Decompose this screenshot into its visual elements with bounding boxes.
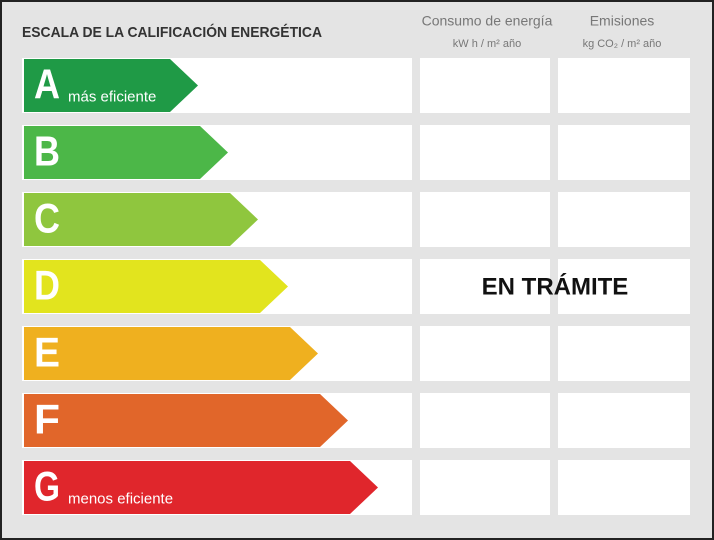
rating-arrow: [24, 260, 288, 313]
cell: [558, 125, 690, 180]
rating-letter: F: [34, 396, 60, 443]
column-unit: kW h / m² año: [453, 38, 521, 50]
status: EN TRÁMITE: [482, 272, 629, 300]
rating-arrow: [24, 327, 318, 380]
title: ESCALA DE LA CALIFICACIÓN ENERGÉTICA: [22, 23, 322, 41]
rating-letter: E: [34, 329, 60, 376]
cell: [420, 460, 550, 515]
rating-arrow: [24, 193, 258, 246]
cell: [558, 393, 690, 448]
column-title: Consumo de energía: [422, 13, 553, 29]
rating-letter: A: [34, 61, 60, 108]
rating-note: menos eficiente: [68, 490, 173, 507]
cell: [558, 58, 690, 113]
rating-arrow: [24, 126, 228, 179]
rating-note: más eficiente: [68, 88, 156, 105]
cell: [558, 460, 690, 515]
cell: [420, 192, 550, 247]
rating-arrow: [24, 59, 198, 112]
rating-letter: D: [34, 262, 60, 309]
cell: [420, 125, 550, 180]
column-title: Emisiones: [590, 13, 655, 29]
cell: [558, 192, 690, 247]
rating-letter: B: [34, 128, 60, 175]
cell: [558, 326, 690, 381]
cell: [558, 259, 690, 314]
rating-letter: G: [34, 463, 60, 510]
rating-arrow: [24, 461, 378, 514]
cell: [420, 58, 550, 113]
rating-arrow: [24, 394, 348, 447]
column-unit: kg CO₂ / m² año: [583, 38, 662, 50]
cell: [420, 259, 550, 314]
rating-letter: C: [34, 195, 60, 242]
cell: [420, 326, 550, 381]
cell: [420, 393, 550, 448]
